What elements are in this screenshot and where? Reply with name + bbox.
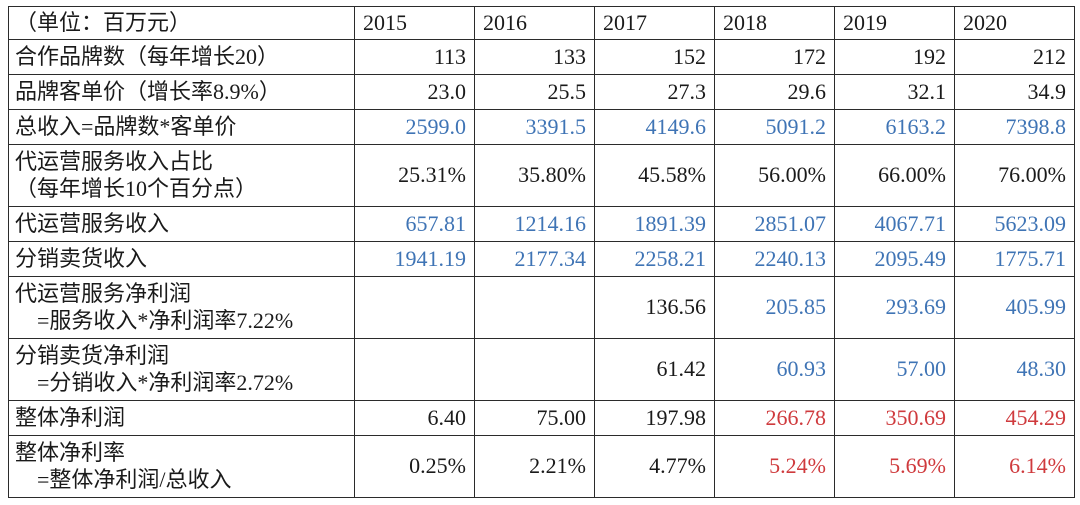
cell-value	[475, 338, 595, 400]
cell-value: 6163.2	[835, 109, 955, 144]
cell-value: 23.0	[355, 74, 475, 109]
cell-value: 5.24%	[715, 435, 835, 497]
row-label: 整体净利率 =整体净利润/总收入	[9, 435, 355, 497]
cell-value: 48.30	[955, 338, 1075, 400]
row-label: 代运营服务收入占比 （每年增长10个百分点）	[9, 144, 355, 206]
financial-projection-table: （单位：百万元） 2015 2016 2017 2018 2019 2020 合…	[8, 6, 1075, 498]
table-row: 代运营服务收入657.811214.161891.392851.074067.7…	[9, 206, 1075, 241]
cell-value: 172	[715, 39, 835, 74]
cell-value: 35.80%	[475, 144, 595, 206]
cell-value: 2.21%	[475, 435, 595, 497]
table-row: 总收入=品牌数*客单价2599.03391.54149.65091.26163.…	[9, 109, 1075, 144]
cell-value: 5.69%	[835, 435, 955, 497]
cell-value: 32.1	[835, 74, 955, 109]
cell-value: 6.14%	[955, 435, 1075, 497]
year-header: 2016	[475, 7, 595, 40]
cell-value: 27.3	[595, 74, 715, 109]
cell-value: 2095.49	[835, 241, 955, 276]
table-row: 分销卖货净利润 =分销收入*净利润率2.72% 61.4260.9357.0048…	[9, 338, 1075, 400]
row-label: 品牌客单价（增长率8.9%）	[9, 74, 355, 109]
row-label: 总收入=品牌数*客单价	[9, 109, 355, 144]
cell-value: 34.9	[955, 74, 1075, 109]
cell-value: 2240.13	[715, 241, 835, 276]
cell-value: 7398.8	[955, 109, 1075, 144]
year-header: 2018	[715, 7, 835, 40]
cell-value: 1941.19	[355, 241, 475, 276]
row-label: 分销卖货净利润 =分销收入*净利润率2.72%	[9, 338, 355, 400]
cell-value: 45.58%	[595, 144, 715, 206]
cell-value: 1775.71	[955, 241, 1075, 276]
cell-value: 4149.6	[595, 109, 715, 144]
cell-value: 212	[955, 39, 1075, 74]
table-row: 整体净利润6.4075.00197.98266.78350.69454.29	[9, 400, 1075, 435]
row-label: 代运营服务净利润 =服务收入*净利润率7.22%	[9, 276, 355, 338]
cell-value: 1891.39	[595, 206, 715, 241]
cell-value: 2599.0	[355, 109, 475, 144]
cell-value: 57.00	[835, 338, 955, 400]
cell-value: 266.78	[715, 400, 835, 435]
table-row: 整体净利率 =整体净利润/总收入0.25%2.21%4.77%5.24%5.69…	[9, 435, 1075, 497]
table-header-row: （单位：百万元） 2015 2016 2017 2018 2019 2020	[9, 7, 1075, 40]
row-label: 代运营服务收入	[9, 206, 355, 241]
cell-value: 192	[835, 39, 955, 74]
cell-value	[355, 276, 475, 338]
cell-value: 2177.34	[475, 241, 595, 276]
cell-value: 4067.71	[835, 206, 955, 241]
table-row: 品牌客单价（增长率8.9%）23.025.527.329.632.134.9	[9, 74, 1075, 109]
cell-value: 66.00%	[835, 144, 955, 206]
cell-value: 4.77%	[595, 435, 715, 497]
cell-value: 6.40	[355, 400, 475, 435]
table-row: 合作品牌数（每年增长20）113133152172192212	[9, 39, 1075, 74]
table-row: 分销卖货收入1941.192177.342258.212240.132095.4…	[9, 241, 1075, 276]
cell-value: 75.00	[475, 400, 595, 435]
row-label: 整体净利润	[9, 400, 355, 435]
cell-value: 293.69	[835, 276, 955, 338]
cell-value: 136.56	[595, 276, 715, 338]
row-label: 分销卖货收入	[9, 241, 355, 276]
cell-value	[355, 338, 475, 400]
table-row: 代运营服务净利润 =服务收入*净利润率7.22% 136.56205.85293.…	[9, 276, 1075, 338]
cell-value: 25.31%	[355, 144, 475, 206]
cell-value: 152	[595, 39, 715, 74]
cell-value: 0.25%	[355, 435, 475, 497]
cell-value: 205.85	[715, 276, 835, 338]
cell-value: 25.5	[475, 74, 595, 109]
cell-value: 454.29	[955, 400, 1075, 435]
unit-label: （单位：百万元）	[9, 7, 355, 40]
cell-value: 61.42	[595, 338, 715, 400]
table-row: 代运营服务收入占比 （每年增长10个百分点）25.31%35.80%45.58%…	[9, 144, 1075, 206]
cell-value: 29.6	[715, 74, 835, 109]
year-header: 2019	[835, 7, 955, 40]
cell-value: 56.00%	[715, 144, 835, 206]
cell-value: 5091.2	[715, 109, 835, 144]
cell-value: 5623.09	[955, 206, 1075, 241]
year-header: 2017	[595, 7, 715, 40]
cell-value: 405.99	[955, 276, 1075, 338]
cell-value: 2851.07	[715, 206, 835, 241]
cell-value: 133	[475, 39, 595, 74]
table-body: （单位：百万元） 2015 2016 2017 2018 2019 2020 合…	[9, 7, 1075, 498]
cell-value: 350.69	[835, 400, 955, 435]
year-header: 2015	[355, 7, 475, 40]
cell-value: 2258.21	[595, 241, 715, 276]
cell-value: 1214.16	[475, 206, 595, 241]
cell-value: 60.93	[715, 338, 835, 400]
cell-value: 657.81	[355, 206, 475, 241]
year-header: 2020	[955, 7, 1075, 40]
cell-value: 76.00%	[955, 144, 1075, 206]
cell-value: 113	[355, 39, 475, 74]
cell-value: 197.98	[595, 400, 715, 435]
cell-value: 3391.5	[475, 109, 595, 144]
cell-value	[475, 276, 595, 338]
row-label: 合作品牌数（每年增长20）	[9, 39, 355, 74]
